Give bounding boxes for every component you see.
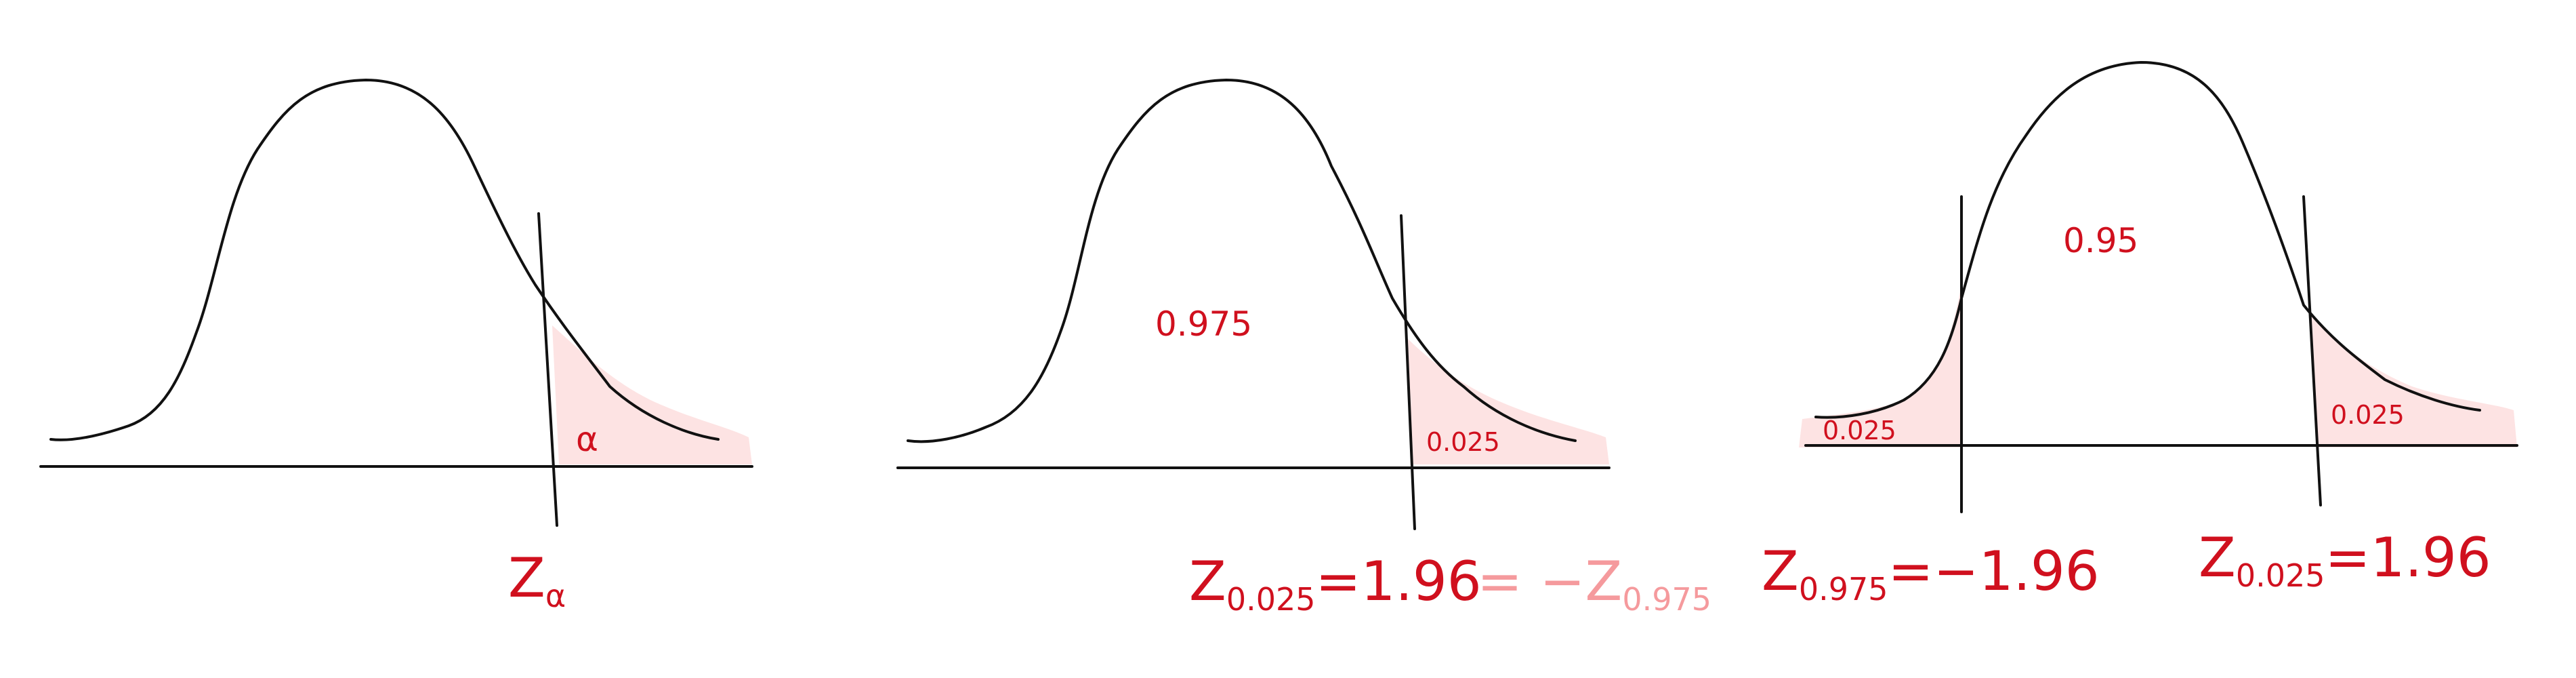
z-0025-equation: Z0.025=1.96 (1189, 550, 1482, 618)
right-critical-line (2302, 195, 2322, 506)
panel-two-sided-095: 0.95 0.025 0.025 Z0.975=−1.96 Z0.025=1.9… (1762, 61, 2518, 607)
z-alpha-line (537, 212, 558, 527)
z-subscript: 0.975 (1799, 571, 1888, 607)
bell-curve (49, 79, 720, 441)
right-critical-equation: Z0.025=1.96 (2199, 526, 2491, 594)
z-subscript: 0.975 (1622, 581, 1711, 618)
right-tail-shade (1408, 339, 1609, 464)
z-subscript: 0.025 (1226, 581, 1316, 618)
z-symbol: Z (1762, 540, 1799, 603)
bell-curve (907, 79, 1577, 443)
z-0975-equivalence: = −Z0.975 (1477, 550, 1711, 618)
right-tail-area-label: 0.025 (2331, 400, 2405, 430)
right-tail-shade (552, 325, 752, 464)
z-alpha-label: Zα (508, 546, 566, 614)
panel-one-sided-0025: 0.975 0.025 Z0.025=1.96 = −Z0.975 (896, 79, 1711, 618)
tail-area-label: 0.025 (1426, 427, 1500, 457)
right-tail-shade (2310, 312, 2517, 447)
z-value: =1.96 (1316, 550, 1482, 613)
panel-one-sided-alpha: α Zα (39, 79, 753, 614)
z-symbol: Z (508, 546, 545, 610)
bell-curve (1814, 61, 2481, 419)
center-area-label: 0.95 (2063, 221, 2138, 260)
z-0025-line (1400, 214, 1416, 530)
z-symbol: Z (2199, 526, 2236, 589)
z-subscript: 0.025 (2236, 557, 2325, 594)
z-value: =1.96 (2325, 526, 2491, 589)
left-tail-shade (1799, 285, 1961, 447)
left-tail-area-label: 0.025 (1823, 416, 1896, 445)
left-critical-equation: Z0.975=−1.96 (1762, 540, 2100, 607)
center-area-label: 0.975 (1155, 304, 1252, 344)
z-value: =−1.96 (1888, 540, 2100, 603)
z-symbol: Z (1585, 550, 1623, 613)
alpha-tail-label: α (576, 420, 598, 459)
z-subscript: α (545, 578, 566, 614)
z-symbol: Z (1189, 550, 1226, 613)
equivalence-sign: = − (1477, 550, 1585, 613)
